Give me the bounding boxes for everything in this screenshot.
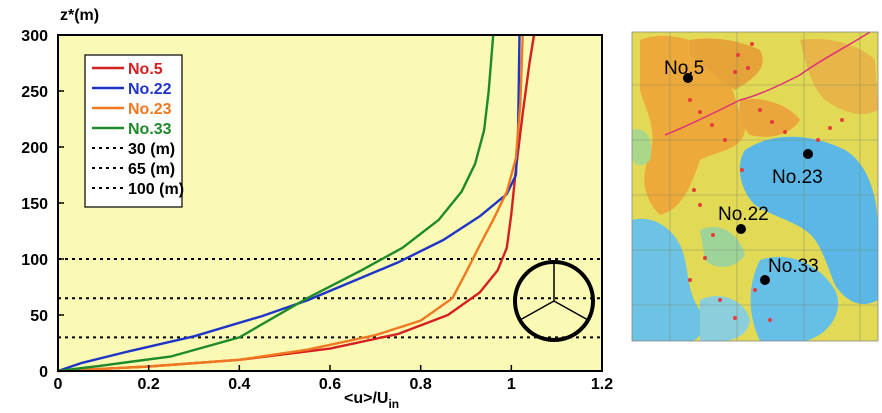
legend-label: 65 (m) (128, 161, 175, 178)
y-axis: 0 50 100 150 200 250 300 (21, 28, 64, 381)
x-tick-label: 0.8 (410, 376, 432, 393)
series-lines (57, 34, 536, 373)
y-tick-label: 0 (39, 364, 48, 381)
map-label-no22: No.22 (718, 204, 769, 225)
y-tick-label: 200 (21, 140, 48, 157)
legend-box (84, 54, 183, 208)
y-tick-label: 150 (21, 196, 48, 213)
x-tick-label: 0.4 (228, 376, 250, 393)
x-axis-title-subscript: in (388, 397, 399, 411)
terrain-orange-4 (739, 98, 800, 137)
map-point-no33 (760, 275, 770, 285)
y-axis-title: z*(m) (60, 7, 99, 24)
terrain-orange-3 (800, 39, 878, 115)
legend-label: 100 (m) (128, 181, 184, 198)
y-tick-label: 50 (30, 308, 48, 325)
terrain-blue-1 (739, 136, 878, 305)
y-tick-label: 300 (21, 28, 48, 45)
map-point-no23 (803, 149, 813, 159)
terrain-blue-4 (700, 296, 750, 341)
legend-label: No.5 (128, 61, 163, 78)
x-axis: 0 0.2 0.4 0.6 0.8 1 1.2 (54, 365, 613, 393)
terrain-blue-3 (750, 256, 839, 341)
series-line-no33 (57, 34, 495, 373)
map-road (664, 32, 871, 136)
terrain-orange-2 (690, 38, 763, 90)
turbine-icon (513, 260, 595, 342)
x-axis-title-main: <u>/U (344, 390, 388, 407)
y-tick-label: 100 (21, 252, 48, 269)
map-grid (632, 32, 878, 341)
map-border (631, 31, 879, 342)
series-line-no23 (57, 34, 524, 373)
turbine-markers (688, 42, 844, 322)
map-point-no5 (683, 73, 693, 83)
terrain-green-2 (632, 129, 652, 166)
x-axis-title: <u>/Uin (344, 390, 399, 411)
map-point-no22 (736, 224, 746, 234)
x-tick-label: 0.6 (319, 376, 341, 393)
legend-label: 30 (m) (128, 141, 175, 158)
x-tick-label: 1 (507, 376, 516, 393)
x-tick-label: 0.2 (138, 376, 160, 393)
map-label-no33: No.33 (768, 256, 819, 277)
series-line-no22 (57, 34, 521, 373)
terrain-orange-1 (640, 35, 745, 216)
legend-label: No.23 (128, 101, 172, 118)
map-label-no5: No.5 (664, 58, 704, 79)
map-label-no23: No.23 (772, 167, 823, 188)
terrain-map: No.5 No.23 No.22 No.33 (631, 31, 879, 342)
legend-label: No.33 (128, 121, 172, 138)
x-tick-label: 0 (54, 376, 63, 393)
terrain-blue-2 (632, 218, 705, 341)
terrain-green-1 (700, 226, 745, 267)
y-tick-label: 250 (21, 84, 48, 101)
x-tick-label: 1.2 (591, 376, 613, 393)
legend: No.5 No.22 No.23 No.33 30 (m) 65 (m) 100 (m) (84, 54, 184, 208)
legend-label: No.22 (128, 81, 172, 98)
